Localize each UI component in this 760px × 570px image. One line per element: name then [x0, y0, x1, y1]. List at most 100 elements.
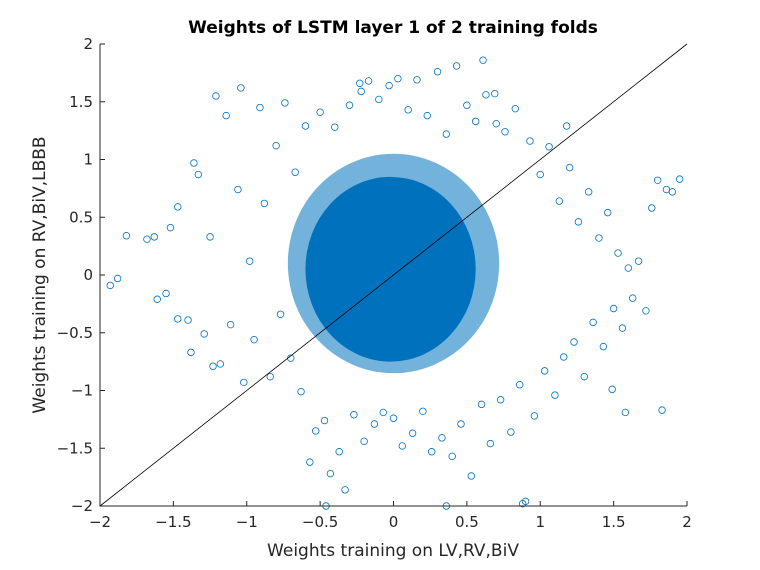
- data-point: [356, 79, 364, 87]
- chart-title: Weights of LSTM layer 1 of 2 training fo…: [188, 18, 598, 38]
- data-point: [209, 362, 217, 370]
- data-point: [312, 427, 320, 435]
- data-point: [190, 159, 198, 167]
- data-point: [648, 204, 656, 212]
- data-point: [530, 412, 539, 420]
- data-point: [301, 122, 310, 130]
- data-point: [511, 104, 520, 113]
- y-tick-label: 1: [83, 151, 93, 169]
- data-point: [345, 101, 354, 109]
- data-point: [642, 307, 650, 315]
- data-point: [507, 428, 515, 436]
- data-point: [106, 281, 114, 290]
- data-point: [166, 223, 175, 232]
- data-point: [479, 56, 487, 64]
- y-tick-label: −0.5: [57, 324, 93, 342]
- data-point: [618, 324, 627, 332]
- data-point: [599, 342, 608, 351]
- data-point: [580, 372, 588, 381]
- data-point: [486, 439, 495, 448]
- x-tick-label: −1.5: [155, 513, 191, 531]
- data-point: [555, 197, 564, 205]
- data-point: [560, 353, 568, 361]
- data-point: [240, 378, 248, 387]
- data-point: [427, 448, 436, 456]
- x-tick-label: 1: [535, 513, 545, 531]
- y-tick-label: −1: [71, 382, 93, 400]
- x-tick-label: −0.5: [302, 513, 338, 531]
- data-point: [184, 316, 192, 324]
- data-point: [433, 68, 442, 76]
- data-point: [187, 348, 195, 357]
- data-point: [565, 163, 574, 172]
- y-tick-label: 0: [83, 266, 93, 284]
- data-point: [629, 294, 637, 302]
- data-point: [658, 406, 666, 414]
- data-point: [408, 429, 417, 437]
- data-point: [457, 420, 465, 428]
- data-point: [442, 130, 451, 138]
- data-point: [143, 235, 151, 243]
- data-point: [162, 289, 170, 298]
- data-point: [491, 89, 499, 98]
- data-point: [589, 318, 597, 327]
- data-point: [526, 137, 534, 145]
- y-tick-label: 2: [83, 35, 93, 53]
- data-point: [477, 400, 486, 409]
- data-point: [482, 91, 490, 99]
- data-point: [634, 257, 643, 265]
- data-point: [174, 315, 182, 323]
- data-point: [389, 414, 398, 422]
- data-point: [335, 448, 343, 456]
- data-point: [341, 486, 349, 494]
- data-point: [496, 396, 505, 404]
- x-axis-ticks: −2 −1.5 −1 −0.5 0 0.5 1 1.5 2: [89, 501, 692, 531]
- data-point: [272, 141, 280, 150]
- y-tick-label: 0.5: [69, 208, 93, 226]
- data-point: [212, 92, 220, 100]
- x-tick-label: 2: [682, 513, 692, 531]
- data-point: [423, 111, 431, 120]
- data-point: [174, 203, 182, 211]
- data-point: [370, 420, 379, 428]
- data-point: [297, 387, 305, 396]
- data-point: [540, 367, 549, 375]
- dense-point-cloud: [287, 153, 500, 374]
- data-point: [200, 330, 208, 338]
- x-axis-label: Weights training on LV,RV,BiV: [267, 541, 519, 561]
- data-point: [153, 295, 161, 303]
- data-point: [216, 360, 225, 368]
- data-point: [360, 437, 368, 446]
- data-point: [471, 117, 480, 126]
- data-point: [316, 108, 324, 116]
- data-point: [206, 233, 214, 241]
- identity-reference-line: [99, 43, 688, 507]
- data-point: [668, 188, 677, 196]
- data-point: [266, 372, 274, 381]
- data-point: [357, 87, 365, 96]
- data-point: [245, 257, 254, 265]
- data-point: [562, 122, 571, 130]
- data-point: [113, 274, 122, 283]
- x-tick-label: 0: [389, 513, 399, 531]
- data-point: [574, 218, 583, 226]
- data-point: [675, 175, 684, 183]
- data-point: [222, 111, 230, 120]
- y-axis-label: Weights training on RV,BiV,LBBB: [30, 136, 50, 413]
- data-point: [326, 469, 335, 478]
- y-axis-ticks: −2 −1.5 −1 −0.5 0 0.5 1 1.5 2: [57, 35, 105, 515]
- data-point: [320, 416, 329, 425]
- data-point: [584, 188, 593, 196]
- data-point: [331, 123, 339, 131]
- data-point: [404, 106, 412, 114]
- x-tick-label: 0.5: [455, 513, 479, 531]
- data-point: [276, 310, 285, 318]
- data-point: [595, 234, 603, 242]
- y-tick-label: 1.5: [69, 93, 93, 111]
- data-point: [604, 208, 612, 217]
- data-point: [364, 77, 373, 85]
- data-point: [150, 233, 158, 241]
- data-point: [467, 472, 475, 480]
- data-point: [463, 101, 471, 109]
